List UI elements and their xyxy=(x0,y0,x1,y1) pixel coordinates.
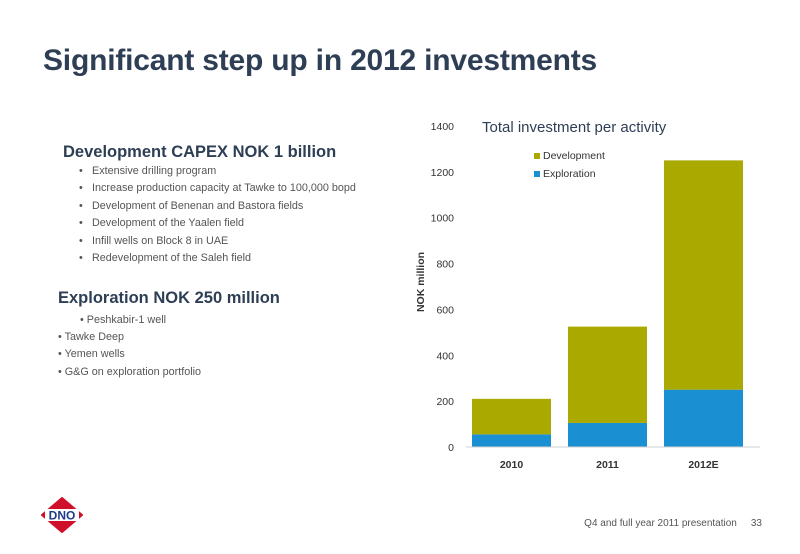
y-tick-label: 1000 xyxy=(431,213,455,225)
development-item: Infill wells on Block 8 in UAE xyxy=(79,233,356,250)
x-tick-label: 2011 xyxy=(596,459,619,471)
y-tick-label: 800 xyxy=(436,259,454,271)
exploration-item: Peshkabir-1 well xyxy=(58,312,201,329)
y-tick-label: 200 xyxy=(436,396,454,408)
legend-label-exploration: Exploration xyxy=(543,168,596,180)
chart-title: Total investment per activity xyxy=(482,119,667,136)
exploration-heading: Exploration NOK 250 million xyxy=(58,289,280,307)
logo-text: DNO xyxy=(49,509,76,523)
development-heading: Development CAPEX NOK 1 billion xyxy=(63,143,337,161)
bar-exploration-2012e xyxy=(664,389,743,447)
footer-text: Q4 and full year 2011 presentation xyxy=(584,518,737,529)
bar-exploration-2010 xyxy=(472,434,551,447)
y-tick-label: 0 xyxy=(448,442,454,454)
dno-logo: DNO xyxy=(41,497,83,533)
bar-development-2011 xyxy=(568,326,647,423)
legend: Development Exploration xyxy=(534,150,605,180)
development-item: Development of Benenan and Bastora field… xyxy=(79,198,356,215)
x-tick-label: 2012E xyxy=(688,459,718,471)
development-list: Extensive drilling program Increase prod… xyxy=(79,163,356,267)
legend-swatch-development xyxy=(534,153,540,159)
development-item: Increase production capacity at Tawke to… xyxy=(79,180,356,197)
exploration-item: Yemen wells xyxy=(58,346,201,363)
y-tick-label: 1400 xyxy=(431,121,455,133)
bar-development-2010 xyxy=(472,398,551,435)
y-tick-label: 1200 xyxy=(431,167,455,179)
y-axis: 0 200 400 600 800 1000 1200 1400 xyxy=(431,121,455,454)
footer: Q4 and full year 2011 presentation 33 xyxy=(584,518,762,529)
legend-swatch-exploration xyxy=(534,171,540,177)
development-item: Extensive drilling program xyxy=(79,163,356,180)
x-tick-label: 2010 xyxy=(500,459,524,471)
exploration-list: Peshkabir-1 well Tawke Deep Yemen wells … xyxy=(58,312,201,381)
bars xyxy=(472,160,743,447)
x-axis: 2010 2011 2012E xyxy=(466,446,760,471)
y-tick-label: 400 xyxy=(436,350,454,362)
exploration-item: Tawke Deep xyxy=(58,329,201,346)
development-item: Redevelopment of the Saleh field xyxy=(79,250,356,267)
y-tick-label: 600 xyxy=(436,304,454,316)
exploration-item: G&G on exploration portfolio xyxy=(58,364,201,381)
slide-title: Significant step up in 2012 investments xyxy=(43,44,598,77)
legend-label-development: Development xyxy=(543,150,605,162)
y-axis-title: NOK million xyxy=(415,252,427,312)
bar-exploration-2011 xyxy=(568,422,647,447)
page-number: 33 xyxy=(750,518,762,529)
bar-development-2012e xyxy=(664,160,743,390)
development-item: Development of the Yaalen field xyxy=(79,215,356,232)
